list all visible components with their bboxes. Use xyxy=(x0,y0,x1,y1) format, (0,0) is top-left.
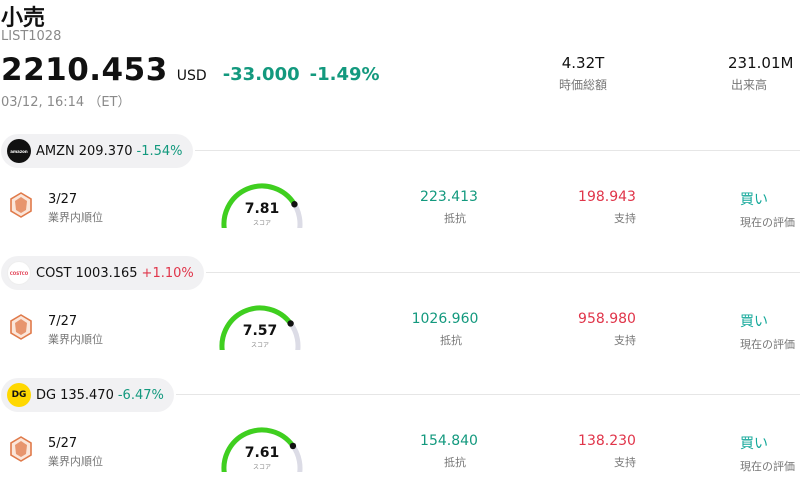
rating-label: 現在の評価 xyxy=(740,338,795,351)
rank-value: 5/27 xyxy=(48,436,78,451)
section-divider xyxy=(205,272,800,273)
rank-label: 業界内順位 xyxy=(48,211,103,224)
stock-change: -1.54% xyxy=(136,143,183,159)
rating-label: 現在の評価 xyxy=(740,460,795,473)
price-row: 2210.453 USD -33.000 -1.49% xyxy=(1,52,380,88)
rank-hexagon-icon xyxy=(10,314,32,340)
resistance-value: 1026.960 xyxy=(411,311,479,327)
resistance-label: 抵抗 xyxy=(444,212,466,225)
market-cap-label: 時価総額 xyxy=(558,78,607,92)
volume-label: 出来高 xyxy=(731,78,768,92)
score-gauge xyxy=(221,427,303,472)
stock-ticker: COST xyxy=(36,265,72,281)
rating[interactable]: 買い 現在の評価 xyxy=(740,189,795,230)
amazon-logo-icon: amazon xyxy=(7,139,31,163)
score-value: 7.57 xyxy=(242,323,278,339)
support-label: 支持 xyxy=(614,212,636,225)
stock-pill[interactable]: amazon AMZN 209.370 -1.54% xyxy=(1,134,193,168)
stock-section-cost: COSTCO COST 1003.165 +1.10% 7/27 業界内順位 7… xyxy=(0,256,800,378)
score-gauge xyxy=(219,305,301,350)
gauge-fill xyxy=(221,427,296,472)
timestamp: 03/12, 16:14 （ET） xyxy=(1,95,131,110)
score-value: 7.81 xyxy=(244,201,280,217)
market-cap-value: 4.32T xyxy=(561,54,605,72)
resistance-value: 223.413 xyxy=(420,189,478,205)
rating[interactable]: 買い 現在の評価 xyxy=(740,433,795,474)
rank-value: 3/27 xyxy=(48,192,78,207)
list-code: LIST1028 xyxy=(1,29,62,44)
rank-hexagon-icon xyxy=(10,192,32,218)
gauge-marker xyxy=(291,201,298,208)
resistance: 154.840 抵抗 xyxy=(414,433,484,470)
rating-value: 買い xyxy=(740,314,768,330)
rank-label: 業界内順位 xyxy=(48,455,103,468)
support-value: 198.943 xyxy=(578,189,636,205)
stock-section-amzn: amazon AMZN 209.370 -1.54% 3/27 業界内順位 7.… xyxy=(0,134,800,256)
rank-label: 業界内順位 xyxy=(48,333,103,346)
resistance-label: 抵抗 xyxy=(440,334,462,347)
stock-section-dg: DG DG 135.470 -6.47% 5/27 業界内順位 7.61 スコア… xyxy=(0,378,800,488)
volume: 231.01M 出来高 xyxy=(728,54,800,93)
score-label: スコア xyxy=(250,342,269,349)
stock-pill[interactable]: DG DG 135.470 -6.47% xyxy=(1,378,174,412)
score-label: スコア xyxy=(252,464,271,471)
resistance-label: 抵抗 xyxy=(444,456,466,469)
score-label: スコア xyxy=(252,220,271,227)
logo-text: COSTCO xyxy=(9,270,29,276)
support-value: 138.230 xyxy=(578,433,636,449)
logo-text: amazon xyxy=(10,148,28,154)
index-price: 2210.453 xyxy=(1,52,168,88)
score-value: 7.61 xyxy=(244,445,280,461)
rating-value: 買い xyxy=(740,436,768,452)
page-title: 小売 xyxy=(1,6,46,31)
support: 138.230 支持 xyxy=(572,433,642,470)
price-change: -33.000 xyxy=(222,64,300,85)
gauge-marker xyxy=(289,442,297,450)
stock-pill[interactable]: COSTCO COST 1003.165 +1.10% xyxy=(1,256,204,290)
support-label: 支持 xyxy=(614,334,636,347)
dollar-general-logo-icon: DG xyxy=(7,383,31,407)
rating[interactable]: 買い 現在の評価 xyxy=(740,311,795,352)
section-divider xyxy=(194,150,800,151)
score-gauge xyxy=(221,183,303,228)
rank-value: 7/27 xyxy=(48,314,78,329)
market-cap: 4.32T 時価総額 xyxy=(552,54,614,93)
costco-logo-icon: COSTCO xyxy=(7,261,31,285)
resistance-value: 154.840 xyxy=(420,433,478,449)
currency: USD xyxy=(176,68,207,84)
gauge-fill xyxy=(221,183,297,228)
gauge-marker xyxy=(287,320,294,327)
support-value: 958.980 xyxy=(578,311,636,327)
resistance: 223.413 抵抗 xyxy=(414,189,484,226)
volume-value: 231.01M xyxy=(728,54,794,72)
stock-change: +1.10% xyxy=(141,265,194,281)
stock-ticker: AMZN xyxy=(36,143,75,159)
rating-label: 現在の評価 xyxy=(740,216,795,229)
rating-value: 買い xyxy=(740,192,768,208)
stock-price: 209.370 xyxy=(78,143,133,159)
stock-ticker: DG xyxy=(36,387,57,403)
stock-price: 1003.165 xyxy=(75,265,138,281)
support-label: 支持 xyxy=(614,456,636,469)
stock-change: -6.47% xyxy=(117,387,164,403)
stock-price: 135.470 xyxy=(60,387,114,403)
support: 958.980 支持 xyxy=(572,311,642,348)
logo-text: DG xyxy=(11,390,27,400)
price-change-pct: -1.49% xyxy=(309,64,380,85)
support: 198.943 支持 xyxy=(572,189,642,226)
gauge-fill xyxy=(219,305,294,350)
section-divider xyxy=(175,394,800,395)
resistance: 1026.960 抵抗 xyxy=(410,311,480,348)
rank-hexagon-icon xyxy=(10,436,32,462)
